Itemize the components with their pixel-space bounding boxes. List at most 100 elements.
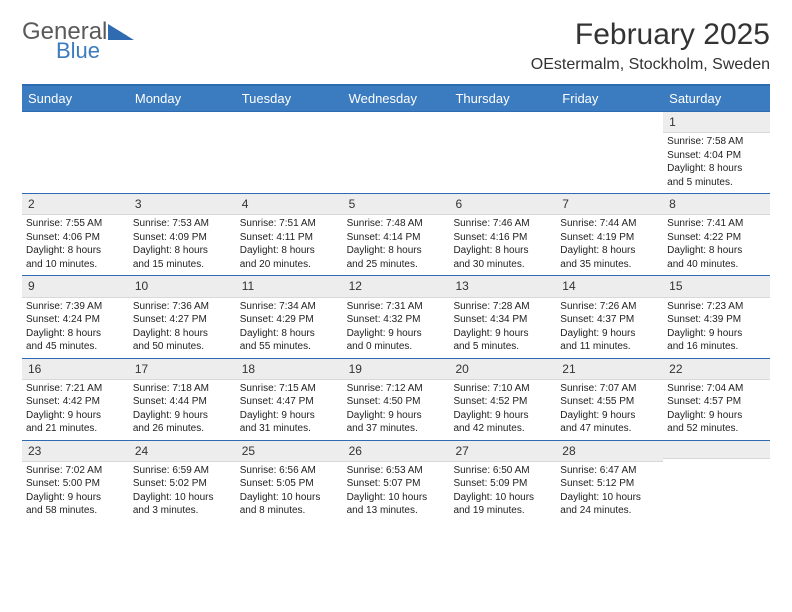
day-daylight2: and 45 minutes. — [26, 340, 125, 354]
day-number: 23 — [22, 441, 129, 462]
day-cell — [129, 112, 236, 193]
day-sunrise: Sunrise: 7:04 AM — [667, 382, 766, 396]
day-number: 27 — [449, 441, 556, 462]
day-sunrise: Sunrise: 7:34 AM — [240, 300, 339, 314]
day-cell: 10Sunrise: 7:36 AMSunset: 4:27 PMDayligh… — [129, 276, 236, 357]
day-daylight2: and 25 minutes. — [347, 258, 446, 272]
day-sunrise: Sunrise: 7:15 AM — [240, 382, 339, 396]
day-sunset: Sunset: 4:16 PM — [453, 231, 552, 245]
day-sunrise: Sunrise: 7:02 AM — [26, 464, 125, 478]
day-daylight2: and 31 minutes. — [240, 422, 339, 436]
day-daylight1: Daylight: 8 hours — [347, 244, 446, 258]
day-cell: 8Sunrise: 7:41 AMSunset: 4:22 PMDaylight… — [663, 194, 770, 275]
logo: General Blue — [22, 18, 142, 66]
day-cell: 17Sunrise: 7:18 AMSunset: 4:44 PMDayligh… — [129, 359, 236, 440]
calendar-page: General Blue February 2025 OEstermalm, S… — [0, 0, 792, 540]
day-sunrise: Sunrise: 7:23 AM — [667, 300, 766, 314]
day-number: 5 — [343, 194, 450, 215]
day-daylight1: Daylight: 9 hours — [560, 327, 659, 341]
day-daylight2: and 5 minutes. — [453, 340, 552, 354]
day-number: 21 — [556, 359, 663, 380]
day-cell: 27Sunrise: 6:50 AMSunset: 5:09 PMDayligh… — [449, 441, 556, 522]
day-sunrise: Sunrise: 7:21 AM — [26, 382, 125, 396]
day-cell: 6 Sunrise: 7:46 AMSunset: 4:16 PMDaylight… — [449, 194, 556, 275]
day-sunset: Sunset: 5:09 PM — [453, 477, 552, 491]
day-daylight1: Daylight: 9 hours — [347, 409, 446, 423]
calendar-grid: Sunday Monday Tuesday Wednesday Thursday… — [22, 84, 770, 522]
day-daylight1: Daylight: 8 hours — [560, 244, 659, 258]
day-daylight2: and 15 minutes. — [133, 258, 232, 272]
day-number: 6 — [449, 194, 556, 215]
weekday-header: Saturday — [663, 86, 770, 111]
day-sunrise: Sunrise: 6:53 AM — [347, 464, 446, 478]
day-number: 9 — [22, 276, 129, 297]
day-number: 4 — [236, 194, 343, 215]
day-daylight1: Daylight: 10 hours — [560, 491, 659, 505]
day-sunrise: Sunrise: 7:41 AM — [667, 217, 766, 231]
day-daylight1: Daylight: 9 hours — [240, 409, 339, 423]
weekday-header: Tuesday — [236, 86, 343, 111]
day-sunset: Sunset: 4:24 PM — [26, 313, 125, 327]
day-sunset: Sunset: 4:44 PM — [133, 395, 232, 409]
weekday-header: Friday — [556, 86, 663, 111]
week-row: 2Sunrise: 7:55 AMSunset: 4:06 PMDaylight… — [22, 193, 770, 275]
day-cell: 21Sunrise: 7:07 AMSunset: 4:55 PMDayligh… — [556, 359, 663, 440]
day-sunset: Sunset: 4:22 PM — [667, 231, 766, 245]
day-number: 7 — [556, 194, 663, 215]
month-title: February 2025 — [531, 18, 770, 52]
day-sunrise: Sunrise: 6:56 AM — [240, 464, 339, 478]
day-number: 22 — [663, 359, 770, 380]
day-daylight1: Daylight: 9 hours — [560, 409, 659, 423]
day-daylight1: Daylight: 8 hours — [26, 327, 125, 341]
day-daylight2: and 52 minutes. — [667, 422, 766, 436]
day-sunrise: Sunrise: 7:55 AM — [26, 217, 125, 231]
day-sunset: Sunset: 4:29 PM — [240, 313, 339, 327]
day-sunset: Sunset: 4:19 PM — [560, 231, 659, 245]
day-sunset: Sunset: 4:50 PM — [347, 395, 446, 409]
day-sunrise: Sunrise: 7:46 AM — [453, 217, 552, 231]
day-sunset: Sunset: 4:37 PM — [560, 313, 659, 327]
day-daylight2: and 58 minutes. — [26, 504, 125, 518]
day-daylight2: and 10 minutes. — [26, 258, 125, 272]
day-number: 13 — [449, 276, 556, 297]
day-sunrise: Sunrise: 7:39 AM — [26, 300, 125, 314]
day-cell: 25Sunrise: 6:56 AMSunset: 5:05 PMDayligh… — [236, 441, 343, 522]
day-sunset: Sunset: 4:57 PM — [667, 395, 766, 409]
week-row: 1Sunrise: 7:58 AMSunset: 4:04 PMDaylight… — [22, 111, 770, 193]
day-cell: 19Sunrise: 7:12 AMSunset: 4:50 PMDayligh… — [343, 359, 450, 440]
day-sunset: Sunset: 4:47 PM — [240, 395, 339, 409]
day-daylight1: Daylight: 8 hours — [453, 244, 552, 258]
day-daylight1: Daylight: 9 hours — [667, 409, 766, 423]
day-number: 3 — [129, 194, 236, 215]
day-cell: 28Sunrise: 6:47 AMSunset: 5:12 PMDayligh… — [556, 441, 663, 522]
day-cell: 5Sunrise: 7:48 AMSunset: 4:14 PMDaylight… — [343, 194, 450, 275]
day-sunset: Sunset: 5:12 PM — [560, 477, 659, 491]
day-number: 19 — [343, 359, 450, 380]
day-daylight2: and 13 minutes. — [347, 504, 446, 518]
day-cell: 20Sunrise: 7:10 AMSunset: 4:52 PMDayligh… — [449, 359, 556, 440]
day-cell — [22, 112, 129, 193]
day-daylight2: and 19 minutes. — [453, 504, 552, 518]
day-daylight2: and 50 minutes. — [133, 340, 232, 354]
day-daylight2: and 21 minutes. — [26, 422, 125, 436]
day-number: 1 — [663, 112, 770, 133]
weekday-header-row: Sunday Monday Tuesday Wednesday Thursday… — [22, 86, 770, 111]
day-daylight1: Daylight: 8 hours — [133, 244, 232, 258]
day-daylight2: and 30 minutes. — [453, 258, 552, 272]
day-cell — [449, 112, 556, 193]
day-daylight2: and 5 minutes. — [667, 176, 766, 190]
day-daylight2: and 35 minutes. — [560, 258, 659, 272]
day-daylight1: Daylight: 10 hours — [347, 491, 446, 505]
calendar-body: 1Sunrise: 7:58 AMSunset: 4:04 PMDaylight… — [22, 111, 770, 522]
day-number: 14 — [556, 276, 663, 297]
day-sunrise: Sunrise: 7:07 AM — [560, 382, 659, 396]
day-cell — [556, 112, 663, 193]
day-daylight1: Daylight: 8 hours — [133, 327, 232, 341]
day-sunrise: Sunrise: 7:36 AM — [133, 300, 232, 314]
day-sunset: Sunset: 4:11 PM — [240, 231, 339, 245]
day-cell: 14Sunrise: 7:26 AMSunset: 4:37 PMDayligh… — [556, 276, 663, 357]
logo-triangle-icon — [108, 24, 134, 40]
day-cell: 16Sunrise: 7:21 AMSunset: 4:42 PMDayligh… — [22, 359, 129, 440]
day-number: 11 — [236, 276, 343, 297]
day-daylight1: Daylight: 9 hours — [26, 409, 125, 423]
